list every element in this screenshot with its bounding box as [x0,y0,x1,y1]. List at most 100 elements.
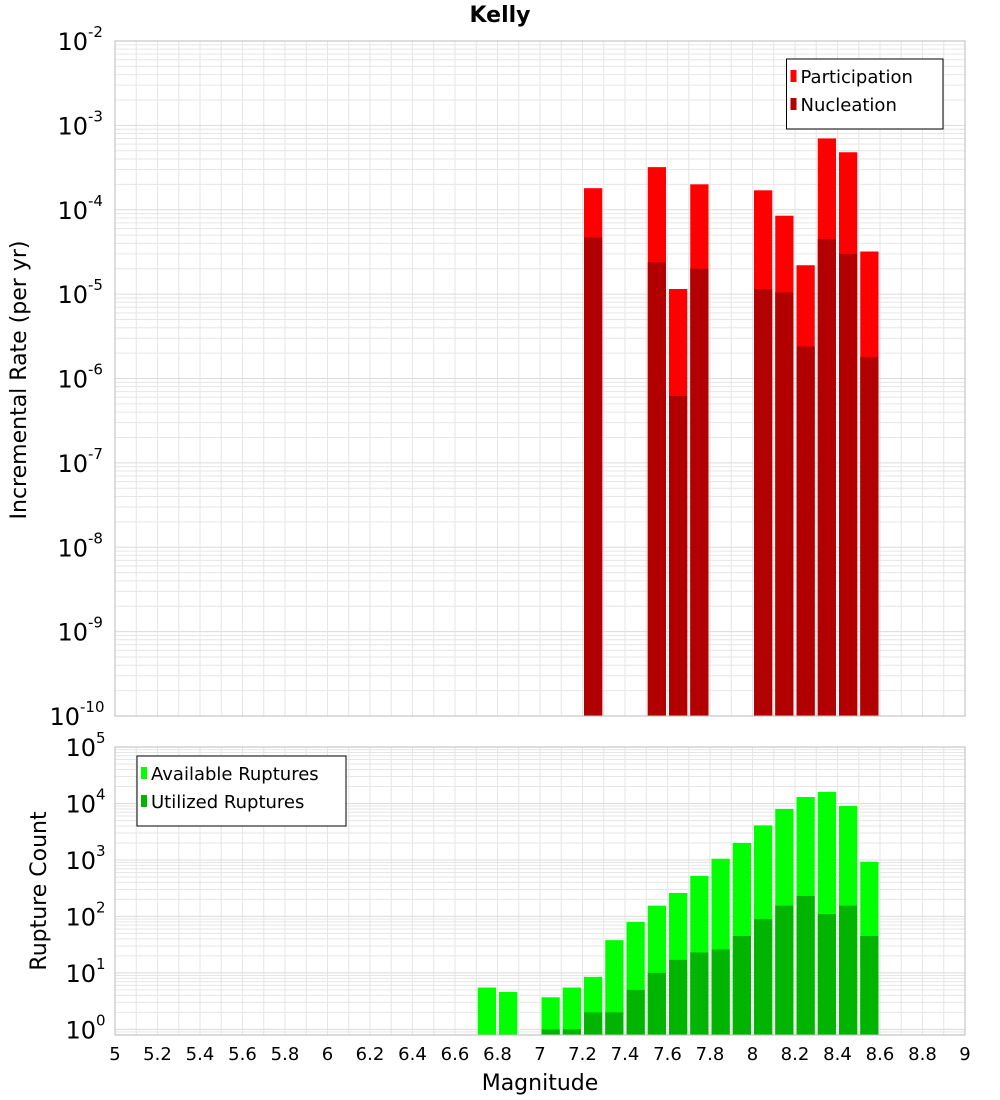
x-tick-label: 8.4 [823,1044,852,1065]
x-tick-label: 7.4 [611,1044,640,1065]
bottom-legend-label: Utilized Ruptures [151,792,304,813]
top-y-tick-label: 10 [57,197,88,225]
top-bar-nucleation [647,262,666,716]
top-bar-nucleation [669,396,688,716]
x-tick-label: 8 [747,1044,758,1065]
bottom-legend-swatch [141,795,147,807]
top-bar-nucleation [839,253,858,716]
top-legend-swatch [790,98,797,110]
top-y-tick-exponent: -3 [88,107,103,125]
top-y-axis-label: Incremental Rate (per yr) [7,241,32,520]
top-bar-nucleation [690,268,709,716]
x-axis-label: Magnitude [482,1071,599,1096]
top-y-tick-label: 10 [57,619,88,647]
bottom-bar-utilized [584,1012,603,1035]
bottom-bar-utilized [605,1012,624,1035]
bottom-bar-available [562,987,581,1035]
top-y-tick-exponent: -10 [80,698,105,716]
bottom-bar-utilized [690,952,709,1035]
bottom-y-tick-label: 10 [65,960,96,988]
top-bar-nucleation [775,292,794,716]
bottom-y-tick-exponent: 5 [96,729,106,747]
x-tick-label: 7.6 [653,1044,682,1065]
top-y-tick-label: 10 [57,366,88,394]
top-bar-nucleation [817,239,836,716]
bottom-y-tick-exponent: 0 [96,1011,106,1029]
bottom-y-tick-label: 10 [65,790,96,818]
bottom-y-tick-label: 10 [65,734,96,762]
bottom-bar-utilized [562,1029,581,1035]
bottom-y-tick-exponent: 4 [96,785,106,803]
bottom-bar-utilized [839,905,858,1035]
x-tick-label: 6.2 [356,1044,385,1065]
x-tick-label: 7 [534,1044,545,1065]
bottom-legend-box [136,755,347,827]
bottom-y-tick-exponent: 2 [96,898,106,916]
bottom-legend: Available Ruptures Utilized Ruptures [136,755,347,827]
bottom-bar-available [605,940,624,1035]
x-tick-label: 8.6 [866,1044,895,1065]
bottom-y-axis-label: Rupture Count [27,811,52,971]
top-y-tick-label: 10 [49,703,80,731]
top-bar-nucleation [584,237,603,716]
x-tick-label: 8.8 [908,1044,937,1065]
x-tick-label: 7.8 [696,1044,725,1065]
top-y-tick-label: 10 [57,28,88,56]
bottom-bars [477,791,879,1035]
top-legend-label: Participation [801,67,913,88]
top-grid [114,40,966,717]
bottom-y-tick-label: 10 [65,1016,96,1044]
top-y-tick-exponent: -7 [88,445,103,463]
x-ticks: 5 5.2 5.4 5.6 5.8 6 6.2 6.4 6.6 6.8 7 7.2 7.4 7.6 7.8 8… [109,1044,970,1065]
x-tick-label: 5.4 [186,1044,215,1065]
top-bar-nucleation [796,346,815,716]
top-y-tick-exponent: -8 [88,529,103,547]
x-tick-label: 7.2 [568,1044,597,1065]
participation-nucleation-panel: 10-210-310-410-510-610-710-810-910-10 In… [7,23,966,731]
bottom-y-tick-exponent: 3 [96,842,106,860]
top-legend-box [786,58,944,130]
bottom-y-tick-label: 10 [65,847,96,875]
top-y-ticks: 10-210-310-410-510-610-710-810-910-10 [49,23,104,731]
bottom-y-tick-label: 10 [65,903,96,931]
x-tick-label: 5 [109,1044,120,1065]
top-legend: Participation Nucleation [786,58,944,130]
bottom-bar-utilized [817,914,836,1035]
top-y-tick-label: 10 [57,112,88,140]
x-tick-label: 5.2 [143,1044,172,1065]
bottom-bar-utilized [754,918,773,1035]
bottom-bar-utilized [711,949,730,1035]
top-plot-frame [114,40,966,717]
top-y-tick-exponent: -9 [88,614,103,632]
bottom-legend-swatch [141,767,147,779]
bottom-bar-available [499,991,518,1035]
bottom-legend-label: Available Ruptures [151,764,319,785]
x-tick-label: 5.8 [271,1044,300,1065]
bottom-plot-frame [114,746,966,1036]
top-y-tick-exponent: -5 [88,276,103,294]
x-tick-label: 6.6 [441,1044,470,1065]
bottom-bar-utilized [626,989,645,1035]
x-tick-label: 6 [322,1044,333,1065]
bottom-bar-utilized [669,959,688,1035]
top-y-tick-exponent: -6 [88,361,103,379]
bottom-bar-utilized [647,972,666,1035]
bottom-bar-utilized [732,935,751,1035]
x-tick-label: 5.6 [228,1044,257,1065]
top-y-tick-label: 10 [57,534,88,562]
top-y-tick-label: 10 [57,281,88,309]
top-bar-nucleation [754,289,773,716]
x-tick-label: 6.8 [483,1044,512,1065]
x-tick-label: 6.4 [398,1044,427,1065]
top-y-tick-exponent: -4 [88,192,103,210]
top-y-tick-label: 10 [57,450,88,478]
top-legend-swatch [790,70,797,82]
bottom-bar-available [541,997,560,1035]
chart-title: Kelly [469,3,530,28]
bottom-y-tick-exponent: 1 [96,955,106,973]
x-tick-label: 8.2 [781,1044,810,1065]
top-legend-label: Nucleation [801,95,897,116]
x-tick-label: 9 [959,1044,970,1065]
